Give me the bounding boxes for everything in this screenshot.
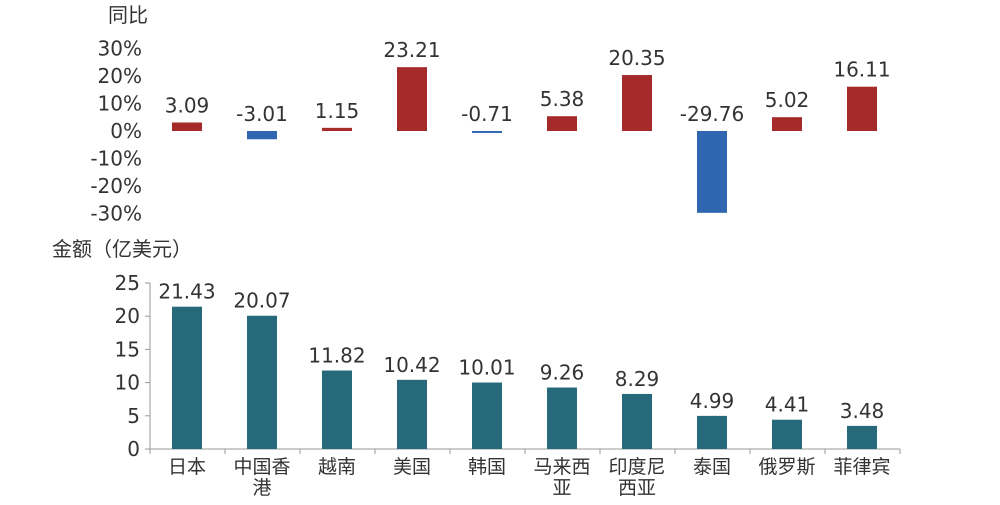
- amount-bar: [622, 393, 652, 449]
- amount-value-label: 8.29: [615, 367, 660, 391]
- yoy-bar: [322, 127, 352, 131]
- yoy-tick-label: 30%: [98, 37, 142, 61]
- yoy-value-label: 16.11: [833, 58, 890, 82]
- amount-bar: [247, 315, 277, 449]
- yoy-value-label: 23.21: [383, 38, 440, 62]
- yoy-tick-label: -30%: [90, 202, 142, 226]
- yoy-value-label: -3.01: [236, 102, 288, 126]
- category-label: 越南: [318, 456, 356, 478]
- yoy-value-label: -29.76: [680, 102, 744, 126]
- amount-value-label: 21.43: [158, 280, 215, 304]
- yoy-tick-label: 20%: [98, 64, 142, 88]
- yoy-value-label: 5.02: [765, 88, 810, 112]
- yoy-bar: [847, 86, 877, 131]
- amount-tick-label: 5: [127, 404, 140, 428]
- amount-tick-label: 25: [115, 271, 140, 295]
- yoy-value-label: 3.09: [165, 94, 210, 118]
- category-label: 泰国: [693, 456, 731, 478]
- amount-value-label: 20.07: [233, 289, 290, 313]
- yoy-bar: [172, 122, 202, 131]
- yoy-tick-label: -20%: [90, 174, 142, 198]
- amount-bar: [472, 382, 502, 449]
- amount-value-label: 4.41: [765, 393, 810, 417]
- yoy-value-label: -0.71: [461, 102, 513, 126]
- amount-value-label: 4.99: [690, 389, 735, 413]
- category-label: 日本: [168, 456, 206, 478]
- yoy-tick-label: 10%: [98, 92, 142, 116]
- yoy-panel: 同比 30% 20% 10% 0% -10% -20% -30% 3.09 -3.01 1.15 2…: [90, 3, 890, 226]
- category-label: 韩国: [468, 456, 506, 478]
- yoy-value-label: 20.35: [608, 46, 665, 70]
- category-label: 印度尼西亚: [608, 456, 665, 499]
- yoy-bar: [622, 75, 652, 131]
- amount-tick-label: 20: [115, 304, 140, 328]
- category-label: 美国: [393, 456, 431, 478]
- yoy-tick-label: -10%: [90, 147, 142, 171]
- category-label: 中国香港: [233, 456, 290, 499]
- amount-bar: [847, 425, 877, 449]
- amount-bar: [547, 387, 577, 449]
- yoy-bar: [697, 131, 727, 213]
- yoy-bar: [772, 117, 802, 131]
- amount-value-label: 10.01: [458, 356, 515, 380]
- amount-tick-label: 0: [127, 437, 140, 461]
- yoy-bar: [397, 67, 427, 131]
- amount-axis-title: 金额（亿美元）: [52, 237, 192, 261]
- amount-bar: [172, 306, 202, 449]
- yoy-value-label: 5.38: [540, 87, 585, 111]
- category-label: 俄罗斯: [758, 456, 815, 478]
- amount-bar: [322, 370, 352, 449]
- amount-tick-label: 15: [115, 337, 140, 361]
- yoy-value-label: 1.15: [315, 99, 360, 123]
- amount-value-label: 3.48: [840, 399, 885, 423]
- amount-bar: [772, 419, 802, 449]
- amount-value-label: 11.82: [308, 344, 365, 368]
- yoy-bar: [247, 131, 277, 140]
- yoy-tick-label: 0%: [110, 119, 142, 143]
- category-label: 菲律宾: [833, 456, 890, 478]
- amount-tick-label: 10: [115, 371, 140, 395]
- yoy-bar: [547, 116, 577, 131]
- yoy-bar: [472, 131, 502, 133]
- category-label: 马来西亚: [533, 456, 590, 499]
- amount-panel: 金额（亿美元） 25 20 15 10 5 0 21.43 日本 20.07 中国香港 11.82 越…: [52, 237, 901, 499]
- amount-bar: [697, 415, 727, 449]
- amount-bar: [397, 379, 427, 449]
- amount-value-label: 9.26: [540, 361, 585, 385]
- yoy-axis-title: 同比: [108, 3, 148, 27]
- amount-value-label: 10.42: [383, 353, 440, 377]
